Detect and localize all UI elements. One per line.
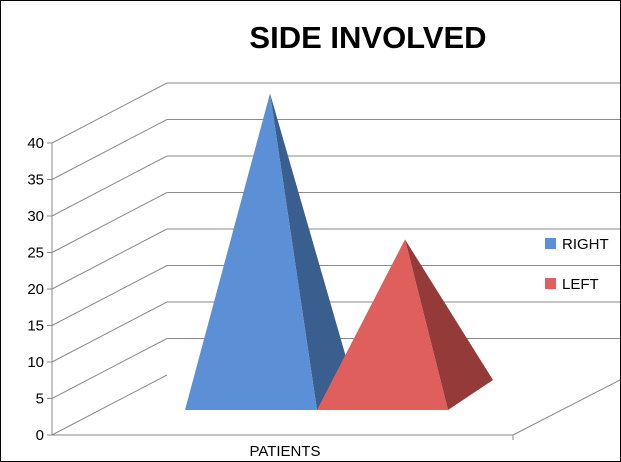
x-tick-label: PATIENTS (249, 443, 320, 460)
y-tick-label: 10 (27, 354, 44, 371)
axis-layer: 0 5 10 15 20 25 30 35 40 PATIENTS (27, 135, 621, 460)
legend-label-right: RIGHT (562, 236, 609, 253)
left-pyramid-front (317, 239, 448, 410)
side-gridline (51, 192, 168, 253)
side-gridline (51, 82, 168, 144)
right-pyramid-front (185, 93, 317, 411)
side-gridline (51, 228, 168, 290)
y-tick-label: 40 (27, 135, 44, 152)
left-pyramid-side (405, 239, 493, 410)
chart-title: SIDE INVOLVED (249, 20, 486, 55)
y-tick-label: 25 (27, 245, 44, 262)
y-tick-label: 20 (27, 281, 44, 298)
legend: RIGHT LEFT (545, 236, 609, 293)
legend-swatch-right (545, 238, 556, 249)
side-gridline (51, 265, 168, 326)
side-gridline (51, 119, 168, 180)
side-gridline (51, 301, 168, 363)
y-tick-label: 0 (36, 427, 44, 444)
side-gridline (51, 338, 168, 399)
right-pyramid-side (270, 93, 352, 411)
floor-right-edge (512, 379, 621, 436)
legend-swatch-left (545, 278, 556, 289)
legend-label-left: LEFT (562, 276, 599, 293)
floor-left-edge (51, 374, 168, 436)
side-gridline (51, 155, 168, 217)
y-tick-label: 15 (27, 318, 44, 335)
y-tick-label: 35 (27, 172, 44, 189)
y-tick-label: 30 (27, 208, 44, 225)
y-tick-label: 5 (36, 391, 44, 408)
bars-layer (185, 93, 493, 411)
